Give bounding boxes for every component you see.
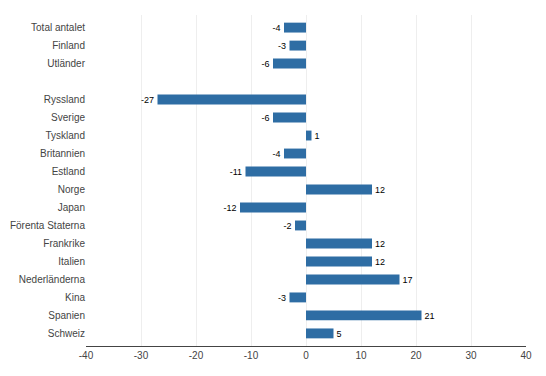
svg-text:Estland: Estland: [52, 166, 85, 177]
svg-text:-27: -27: [141, 95, 154, 105]
svg-text:-30: -30: [134, 350, 149, 361]
svg-text:20: 20: [410, 350, 422, 361]
svg-text:-20: -20: [189, 350, 204, 361]
svg-text:Schweiz: Schweiz: [48, 328, 85, 339]
svg-text:Ryssland: Ryssland: [44, 94, 85, 105]
svg-text:Kina: Kina: [65, 292, 85, 303]
svg-text:-4: -4: [273, 23, 281, 33]
svg-text:-2: -2: [284, 221, 292, 231]
svg-text:Tyskland: Tyskland: [46, 130, 85, 141]
svg-text:-4: -4: [273, 149, 281, 159]
svg-text:Frankrike: Frankrike: [43, 238, 85, 249]
svg-text:Total antalet: Total antalet: [31, 22, 85, 33]
svg-text:-6: -6: [262, 59, 270, 69]
svg-text:Spanien: Spanien: [48, 310, 85, 321]
svg-text:17: 17: [402, 275, 412, 285]
svg-text:12: 12: [375, 185, 385, 195]
svg-text:40: 40: [520, 350, 532, 361]
svg-text:Finland: Finland: [52, 40, 85, 51]
svg-text:Förenta Staterna: Förenta Staterna: [10, 220, 85, 231]
svg-text:5: 5: [337, 329, 342, 339]
svg-text:Sverige: Sverige: [51, 112, 85, 123]
svg-text:Utländer: Utländer: [47, 58, 85, 69]
svg-text:-3: -3: [278, 41, 286, 51]
svg-text:-12: -12: [224, 203, 237, 213]
svg-text:-11: -11: [230, 167, 242, 177]
svg-text:30: 30: [465, 350, 477, 361]
svg-text:Italien: Italien: [58, 256, 85, 267]
svg-text:Britannien: Britannien: [40, 148, 85, 159]
svg-text:0: 0: [303, 350, 309, 361]
svg-text:-40: -40: [79, 350, 94, 361]
svg-text:Norge: Norge: [58, 184, 86, 195]
svg-text:Japan: Japan: [58, 202, 85, 213]
svg-text:Nederländerna: Nederländerna: [19, 274, 86, 285]
svg-text:12: 12: [375, 239, 385, 249]
svg-text:-3: -3: [278, 293, 286, 303]
svg-text:-6: -6: [262, 113, 270, 123]
svg-text:12: 12: [375, 257, 385, 267]
svg-text:10: 10: [355, 350, 367, 361]
svg-text:1: 1: [315, 131, 320, 141]
svg-text:21: 21: [424, 311, 434, 321]
svg-text:-10: -10: [244, 350, 259, 361]
